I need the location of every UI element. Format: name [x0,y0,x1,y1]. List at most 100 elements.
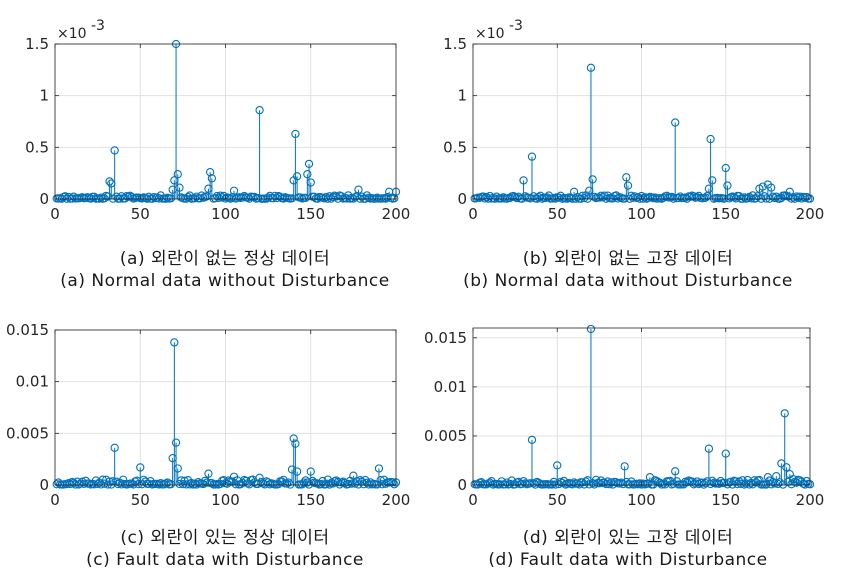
stem-marker [706,134,715,144]
y-tick-label: 1 [457,87,467,105]
y-exponent-power: -3 [91,18,105,34]
stem-marker [374,464,384,473]
stem-marker [704,444,714,453]
x-tick-label: 0 [468,205,478,223]
stem-marker [698,478,707,487]
y-tick-label: 0.005 [424,427,467,445]
stem-marker [110,443,119,452]
y-tick-label: 0.5 [443,138,467,156]
stem-marker [173,464,182,473]
stem-marker [527,152,537,161]
y-tick-label: 1 [39,87,49,105]
x-tick-label: 50 [131,205,150,223]
stem-marker [136,463,145,472]
x-tick-label: 200 [796,205,825,223]
stem-marker [553,461,562,470]
stem-marker [780,409,789,418]
stem-marker [296,193,305,202]
stem-marker [622,173,631,182]
x-tick-label: 100 [627,491,656,509]
stem-marker [291,439,300,448]
x-tick-label: 200 [382,205,411,223]
y-exponent-power: -3 [509,18,523,34]
stem-marker [105,177,114,186]
stem-marker [354,185,363,194]
x-tick-label: 100 [211,491,240,509]
x-tick-label: 150 [711,491,740,509]
chart-d: 0 50 100 150 200 0 0.005 0.01 0.015 [424,324,824,509]
stem-marker [721,163,730,173]
y-tick-label: 1.5 [443,35,467,53]
stem-marker [255,105,264,115]
stem-marker [292,467,302,476]
stem-marker [291,129,300,139]
stem-marker [671,118,680,127]
stem-marker [204,469,213,478]
stem-marker [512,193,521,203]
stem-marker [306,467,315,476]
stem-marker [782,463,791,472]
stem-marker [303,170,312,179]
stem-marker [84,479,94,488]
caption-b-korean: (b) 외란이 없는 고장 데이터 [522,249,734,269]
stem-marker [306,178,315,187]
x-tick-label: 0 [468,491,478,509]
caption-c-english: (c) Fault data with Disturbance [86,550,364,570]
y-tick-label: 0.005 [6,424,49,442]
x-tick-label: 150 [296,491,325,509]
caption-c-korean: (c) 외란이 있는 정상 데이터 [120,528,330,548]
caption-d-english: (d) Fault data with Disturbance [488,550,768,570]
stem-marker [772,472,781,481]
stem-marker [206,167,215,177]
y-tick-label: 0 [39,476,49,494]
x-tick-label: 50 [131,491,150,509]
stem-marker [708,176,717,185]
stem-marker [617,193,626,202]
y-exponent-label: ×10 [57,26,87,42]
stem-marker [175,183,184,192]
stem-marker [519,176,528,185]
stem-marker [767,183,776,192]
stem-marker [588,175,597,184]
x-tick-label: 150 [711,205,740,223]
y-tick-label: 0.5 [25,138,49,156]
chart-c: 0 50 100 150 200 0 0.005 0.01 0.015 [6,321,411,509]
y-tick-label: 0.015 [424,329,467,347]
stem-marker [390,480,399,489]
stem-marker [171,438,181,447]
x-tick-label: 200 [382,491,411,509]
caption-b-english: (b) Normal data without Disturbance [463,271,793,291]
y-tick-label: 0 [457,190,467,208]
x-tick-label: 100 [627,205,656,223]
stem-marker [758,182,767,191]
y-tick-label: 0 [39,190,49,208]
caption-a-korean: (a) 외란이 없는 정상 데이터 [119,249,331,269]
stem-marker [289,434,298,443]
stem-marker [173,170,182,179]
y-tick-label: 0.01 [434,378,467,396]
caption-a-english: (a) Normal data without Disturbance [60,271,390,291]
x-tick-label: 0 [50,491,60,509]
stem-marker [721,449,730,458]
chart-a: 0 50 100 150 200 0 0.5 1 1.5 ×10 -3 [25,18,411,223]
stem-marker [292,172,302,181]
stem-marker [207,174,217,183]
x-tick-label: 0 [50,205,60,223]
stem-marker [723,181,732,190]
stem-marker [282,479,292,488]
stem-marker [671,467,680,476]
stem-marker [190,194,199,203]
stem-marker [500,480,510,489]
stem-marker [623,181,633,190]
y-tick-label: 0.015 [6,321,49,339]
y-exponent-label: ×10 [475,26,505,42]
y-tick-label: 0 [457,476,467,494]
stem-marker [170,338,179,347]
y-tick-label: 0.01 [16,373,49,391]
stem-marker [110,146,119,155]
stem-marker [586,63,596,72]
x-tick-label: 100 [211,205,240,223]
stem-marker [527,435,537,445]
caption-d-korean: (d) 외란이 있는 고장 데이터 [522,528,734,548]
stem-marker [750,476,759,485]
